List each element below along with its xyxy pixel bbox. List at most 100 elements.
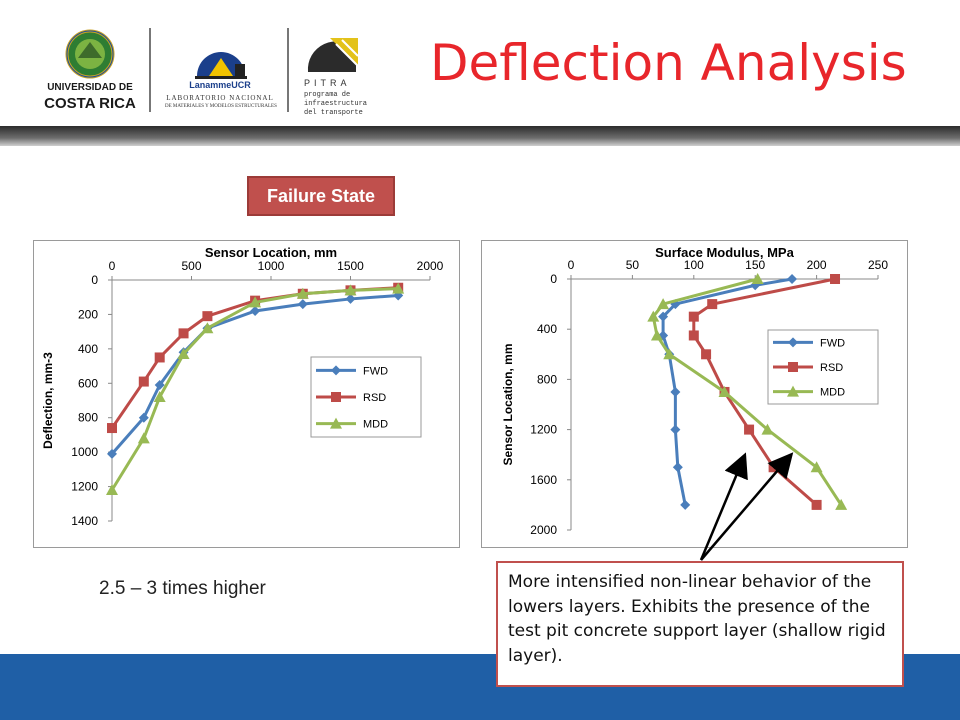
square-marker bbox=[107, 423, 117, 434]
callout-box: More intensified non-linear behavior of … bbox=[496, 561, 904, 687]
y-tick-label: 1600 bbox=[530, 473, 557, 487]
x-tick-label: 2000 bbox=[417, 259, 444, 273]
triangle-marker bbox=[296, 287, 309, 299]
legend-label: FWD bbox=[820, 337, 845, 349]
square-marker bbox=[154, 352, 165, 363]
y-tick-label: 400 bbox=[537, 322, 557, 336]
lanamme-name: LanammeUCR bbox=[189, 80, 251, 90]
diamond-marker bbox=[658, 330, 669, 341]
y-tick-label: 0 bbox=[91, 273, 98, 287]
deflection-chart-svg: Sensor Location, mm Deflection, mm-3 0 500 1… bbox=[41, 245, 444, 528]
triangle-marker bbox=[249, 296, 262, 308]
y-tick-label: 1200 bbox=[530, 423, 557, 437]
x-tick-label: 1000 bbox=[258, 259, 285, 273]
square-marker bbox=[707, 299, 718, 310]
legend-label: MDD bbox=[820, 387, 845, 399]
y-tick-label: 1400 bbox=[71, 514, 98, 528]
series-mdd bbox=[647, 273, 848, 510]
chart-title: Surface Modulus, MPa bbox=[655, 245, 794, 260]
series-mdd bbox=[106, 282, 405, 496]
page-title: Deflection Analysis bbox=[430, 34, 907, 92]
triangle-marker bbox=[201, 322, 214, 334]
square-marker bbox=[830, 274, 841, 284]
diamond-marker bbox=[672, 462, 683, 473]
series-line bbox=[661, 277, 793, 506]
x-tick-label: 0 bbox=[568, 258, 575, 272]
logo-lanamme: LanammeUCR LABORATORIO NACIONAL DE MATER… bbox=[165, 26, 277, 122]
chart-title: Sensor Location, mm bbox=[205, 245, 337, 260]
deflection-chart: Sensor Location, mm Deflection, mm-3 0 500 1… bbox=[33, 240, 460, 548]
y-tick-label: 1200 bbox=[71, 480, 98, 494]
square-marker bbox=[202, 311, 213, 322]
triangle-marker bbox=[787, 385, 799, 397]
pitra-subtitle-2: infraestructura bbox=[304, 100, 368, 108]
y-tick-label: 400 bbox=[78, 342, 98, 356]
diamond-marker bbox=[680, 499, 691, 510]
diamond-marker bbox=[154, 380, 165, 391]
lanamme-emblem-icon bbox=[195, 52, 247, 79]
triangle-marker bbox=[344, 284, 357, 296]
pitra-subtitle-1: programa de bbox=[304, 91, 351, 99]
triangle-marker bbox=[647, 310, 660, 322]
diamond-marker bbox=[658, 311, 669, 322]
y-axis-label: Deflection, mm-3 bbox=[41, 352, 55, 449]
diamond-marker bbox=[787, 274, 798, 284]
x-tick-label: 50 bbox=[626, 258, 640, 272]
triangle-marker bbox=[810, 461, 823, 473]
x-tick-label: 200 bbox=[807, 258, 827, 272]
x-tick-label: 1500 bbox=[337, 259, 364, 273]
pitra-emblem-icon bbox=[307, 38, 359, 72]
y-axis-label: Sensor Location, mm bbox=[501, 343, 515, 465]
ratio-note: 2.5 – 3 times higher bbox=[99, 578, 266, 599]
arrow-2 bbox=[700, 452, 794, 561]
triangle-marker bbox=[657, 298, 670, 310]
diamond-marker bbox=[297, 299, 308, 310]
surface-modulus-chart: Surface Modulus, MPa Sensor Location, mm 0… bbox=[481, 240, 908, 548]
pitra-name: PITRA bbox=[304, 78, 351, 88]
y-tick-label: 0 bbox=[550, 272, 557, 286]
logo-divider bbox=[287, 28, 289, 112]
square-marker bbox=[178, 328, 189, 339]
university-name-line1: UNIVERSIDAD DE bbox=[47, 82, 133, 93]
square-marker bbox=[744, 424, 755, 435]
pitra-subtitle-3: del transporte bbox=[304, 109, 363, 117]
triangle-marker bbox=[330, 417, 342, 429]
triangle-marker bbox=[761, 423, 774, 435]
y-tick-label: 800 bbox=[537, 372, 557, 386]
x-tick-label: 150 bbox=[745, 258, 765, 272]
arrow-1 bbox=[699, 452, 748, 561]
diamond-marker bbox=[670, 424, 681, 435]
logo-divider bbox=[149, 28, 151, 112]
lanamme-subtitle-1: LABORATORIO NACIONAL bbox=[166, 94, 274, 102]
triangle-marker bbox=[106, 484, 118, 496]
square-marker bbox=[331, 392, 341, 402]
logo-pitra: PITRA programa de infraestructura del tr… bbox=[300, 26, 370, 122]
legend-label: FWD bbox=[363, 365, 388, 377]
header-bar bbox=[0, 126, 960, 146]
diamond-marker bbox=[138, 412, 149, 423]
diamond-marker bbox=[750, 280, 761, 291]
triangle-marker bbox=[650, 329, 663, 341]
triangle-marker bbox=[751, 273, 764, 284]
triangle-marker bbox=[153, 391, 166, 403]
y-tick-label: 2000 bbox=[530, 523, 557, 537]
square-marker bbox=[788, 362, 798, 372]
triangle-marker bbox=[663, 348, 676, 360]
legend-label: RSD bbox=[820, 362, 843, 374]
surface-modulus-chart-svg: Surface Modulus, MPa Sensor Location, mm 0… bbox=[501, 245, 888, 537]
x-tick-label: 250 bbox=[868, 258, 888, 272]
x-tick-label: 100 bbox=[684, 258, 704, 272]
university-seal-icon bbox=[65, 29, 115, 79]
square-marker bbox=[701, 349, 712, 360]
failure-state-badge: Failure State bbox=[247, 176, 395, 216]
triangle-marker bbox=[392, 282, 405, 294]
diamond-marker bbox=[250, 305, 261, 316]
triangle-marker bbox=[718, 385, 731, 397]
diamond-marker bbox=[107, 448, 117, 459]
y-tick-label: 200 bbox=[78, 307, 98, 321]
y-tick-label: 600 bbox=[78, 376, 98, 390]
diamond-marker bbox=[788, 337, 798, 348]
triangle-marker bbox=[177, 348, 190, 360]
square-marker bbox=[688, 330, 699, 341]
